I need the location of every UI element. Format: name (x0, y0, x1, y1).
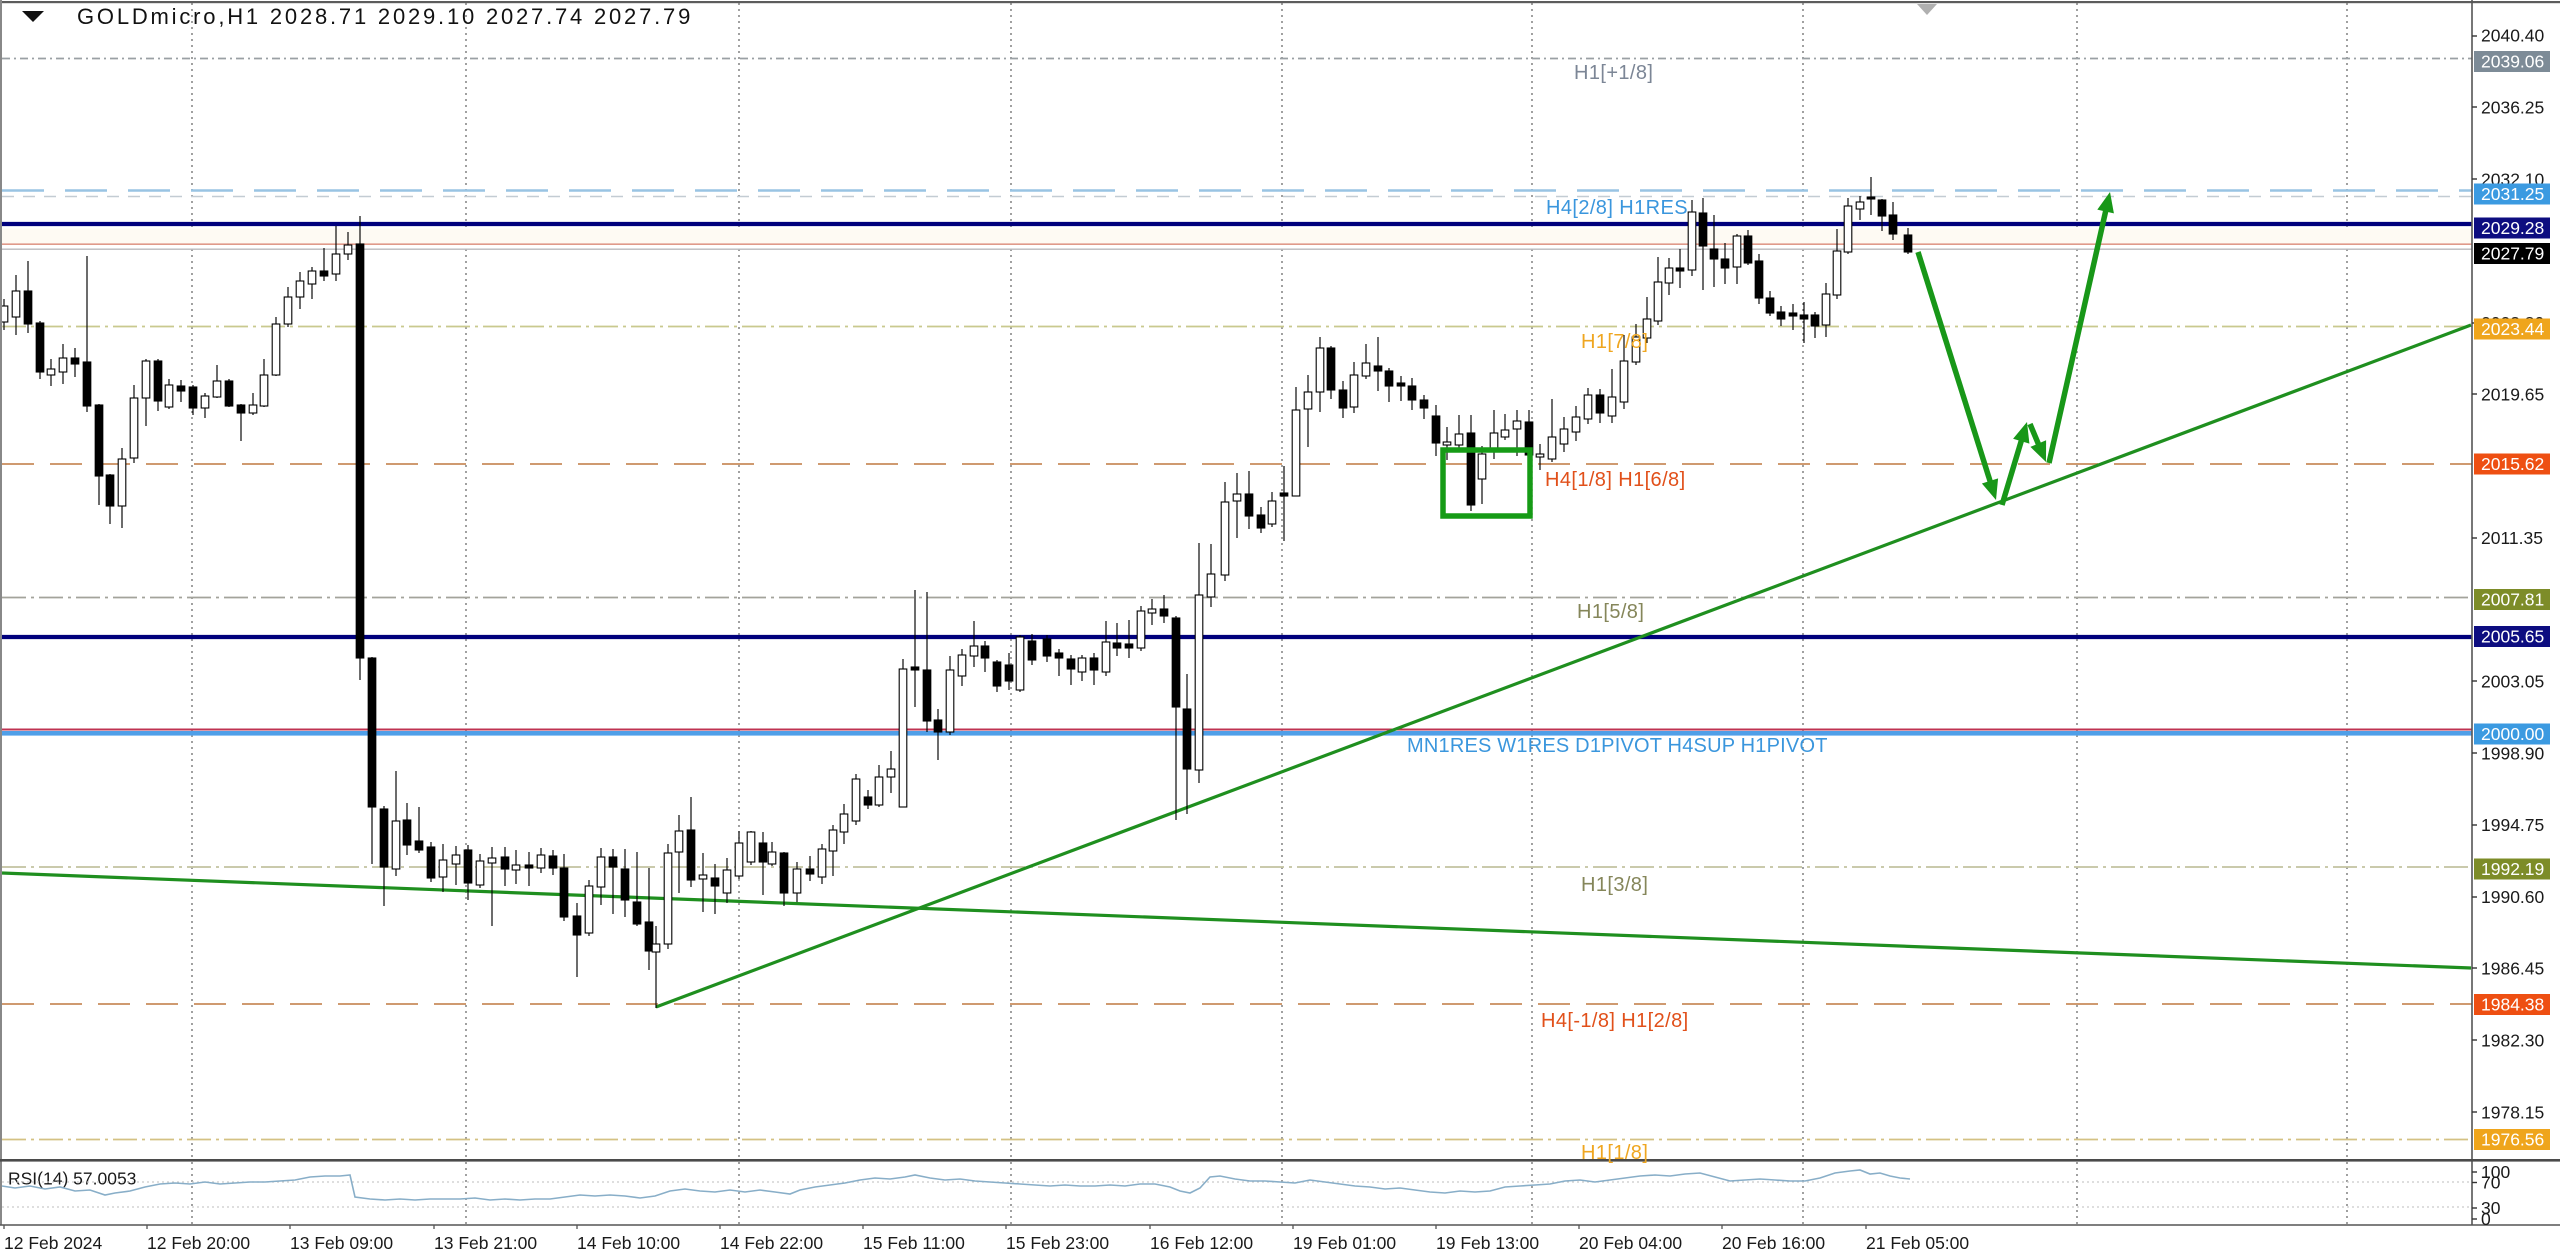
svg-text:2019.65: 2019.65 (2481, 385, 2544, 405)
svg-text:1978.15: 1978.15 (2481, 1102, 2544, 1122)
svg-text:MN1RES W1RES D1PIVOT H4SUP H1P: MN1RES W1RES D1PIVOT H4SUP H1PIVOT (1407, 735, 1828, 757)
svg-text:2027.79: 2027.79 (2481, 244, 2544, 264)
svg-text:2031.25: 2031.25 (2481, 184, 2544, 204)
svg-text:1976.56: 1976.56 (2481, 1130, 2544, 1150)
svg-text:30: 30 (2481, 1198, 2501, 1218)
svg-text:H4[1/8] H1[6/8]: H4[1/8] H1[6/8] (1545, 469, 1686, 491)
svg-text:100: 100 (2481, 1162, 2510, 1182)
svg-text:H1[+1/8]: H1[+1/8] (1574, 62, 1653, 84)
svg-text:15 Feb 11:00: 15 Feb 11:00 (863, 1233, 965, 1253)
svg-text:70: 70 (2481, 1173, 2501, 1193)
svg-text:2011.35: 2011.35 (2481, 528, 2543, 548)
svg-text:2036.25: 2036.25 (2481, 98, 2544, 118)
svg-text:H4[-1/8] H1[2/8]: H4[-1/8] H1[2/8] (1541, 1010, 1689, 1032)
svg-text:2015.62: 2015.62 (2481, 454, 2544, 474)
svg-text:0: 0 (2481, 1209, 2491, 1229)
svg-text:1992.19: 1992.19 (2481, 859, 2544, 879)
svg-text:2039.06: 2039.06 (2481, 52, 2544, 72)
svg-text:H1[7/8]: H1[7/8] (1581, 331, 1648, 353)
svg-text:H4[2/8] H1RES: H4[2/8] H1RES (1546, 197, 1688, 219)
svg-text:2003.05: 2003.05 (2481, 672, 2544, 692)
svg-text:20 Feb 16:00: 20 Feb 16:00 (1722, 1233, 1825, 1253)
svg-text:2040.40: 2040.40 (2481, 26, 2545, 46)
svg-text:20 Feb 04:00: 20 Feb 04:00 (1579, 1233, 1682, 1253)
svg-text:16 Feb 12:00: 16 Feb 12:00 (1150, 1233, 1253, 1253)
svg-text:1990.60: 1990.60 (2481, 887, 2545, 907)
svg-text:14 Feb 10:00: 14 Feb 10:00 (577, 1233, 680, 1253)
svg-text:12 Feb 2024: 12 Feb 2024 (4, 1233, 103, 1253)
svg-text:19 Feb 13:00: 19 Feb 13:00 (1436, 1233, 1539, 1253)
svg-text:GOLDmicro,H1 2028.71 2029.10: GOLDmicro,H1 2028.71 2029.10 2027.74 202… (77, 4, 693, 29)
svg-text:19 Feb 01:00: 19 Feb 01:00 (1293, 1233, 1396, 1253)
svg-text:1998.90: 1998.90 (2481, 743, 2545, 763)
svg-text:12 Feb 20:00: 12 Feb 20:00 (147, 1233, 250, 1253)
svg-text:13 Feb 21:00: 13 Feb 21:00 (434, 1233, 537, 1253)
svg-text:H1[5/8]: H1[5/8] (1577, 601, 1644, 623)
svg-text:H1[1/8]: H1[1/8] (1581, 1142, 1648, 1164)
svg-text:2029.28: 2029.28 (2481, 218, 2544, 238)
svg-text:2023.44: 2023.44 (2481, 319, 2545, 339)
svg-text:21 Feb 05:00: 21 Feb 05:00 (1866, 1233, 1969, 1253)
svg-text:H1[3/8]: H1[3/8] (1581, 874, 1648, 896)
svg-text:13 Feb 09:00: 13 Feb 09:00 (290, 1233, 393, 1253)
svg-text:2007.81: 2007.81 (2481, 590, 2544, 610)
svg-text:1984.38: 1984.38 (2481, 995, 2544, 1015)
svg-text:1986.45: 1986.45 (2481, 959, 2544, 979)
svg-text:RSI(14) 57.0053: RSI(14) 57.0053 (8, 1169, 136, 1189)
svg-text:14 Feb 22:00: 14 Feb 22:00 (720, 1233, 823, 1253)
svg-text:2000.00: 2000.00 (2481, 724, 2545, 744)
svg-text:1994.75: 1994.75 (2481, 815, 2544, 835)
svg-text:1982.30: 1982.30 (2481, 1031, 2545, 1051)
svg-text:2005.65: 2005.65 (2481, 627, 2544, 647)
svg-text:15 Feb 23:00: 15 Feb 23:00 (1006, 1233, 1109, 1253)
